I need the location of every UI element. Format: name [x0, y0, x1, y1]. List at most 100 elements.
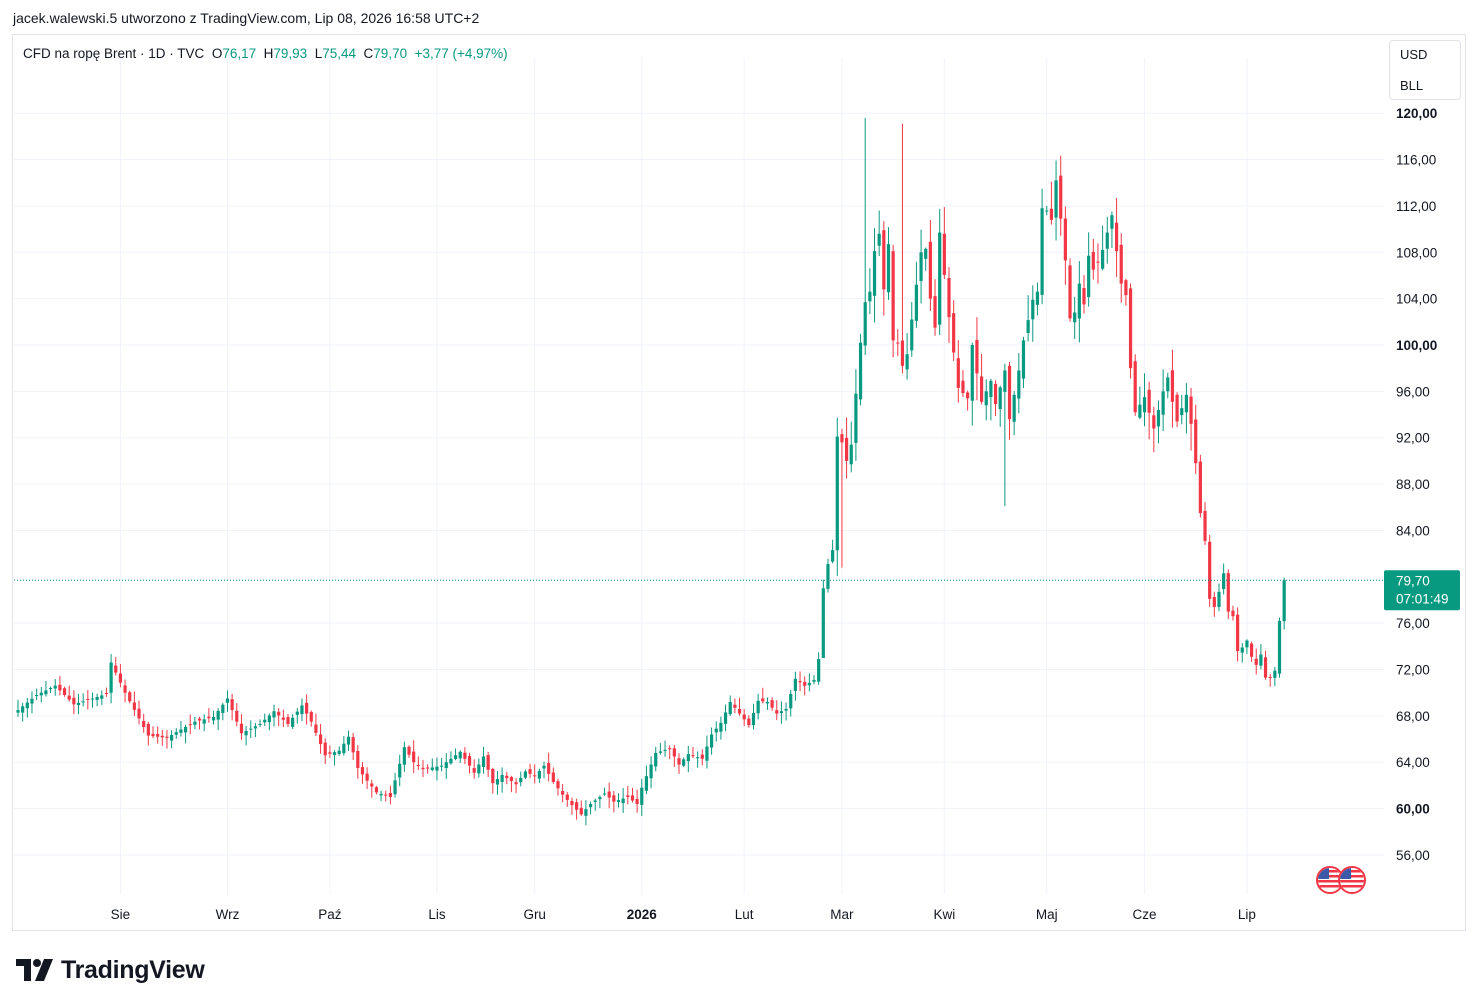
- candle-body: [86, 698, 90, 700]
- candle-body: [863, 302, 867, 346]
- candle-body: [412, 751, 416, 763]
- candle-body: [565, 794, 569, 800]
- candle-body: [309, 712, 313, 722]
- candle-body: [1045, 210, 1049, 212]
- candle-body: [919, 252, 923, 281]
- candle-body: [1249, 643, 1254, 657]
- candle-body: [616, 800, 621, 802]
- x-axis-tick-label: Lis: [428, 907, 446, 922]
- candle-body: [281, 717, 285, 720]
- candle-body: [961, 380, 965, 394]
- candle-body: [1166, 377, 1170, 392]
- candle-body: [62, 688, 67, 696]
- candle-body: [677, 758, 681, 765]
- candle-body: [132, 702, 136, 710]
- candle-body: [1184, 394, 1189, 413]
- candle-body: [179, 729, 183, 733]
- candle-body: [95, 696, 99, 700]
- candle-body: [570, 800, 574, 806]
- change-value: +3,77 (+4,97%): [414, 46, 508, 61]
- candle-body: [849, 444, 853, 465]
- candle-body: [630, 795, 635, 801]
- candle-body: [812, 679, 816, 682]
- candle-body: [305, 702, 309, 714]
- candle-body: [742, 714, 746, 720]
- candle-body: [500, 774, 504, 782]
- candle-body: [803, 681, 807, 686]
- candle-body: [942, 233, 946, 275]
- x-axis-tick-label: Gru: [523, 907, 546, 922]
- candle-body: [1054, 180, 1058, 218]
- candle-body: [444, 762, 448, 769]
- symbol-name[interactable]: CFD na ropę Brent · 1D · TVC: [23, 46, 205, 61]
- y-axis-tick-label: 120,00: [1396, 106, 1437, 121]
- candle-body: [1119, 244, 1123, 284]
- candle-body: [784, 708, 788, 711]
- candle-body: [821, 588, 825, 658]
- candle-body: [211, 717, 216, 721]
- candle-body: [1236, 614, 1240, 651]
- candle-body: [644, 776, 649, 791]
- candle-body: [989, 380, 993, 398]
- candle-body: [44, 690, 48, 695]
- candle-body: [970, 345, 974, 401]
- candle-body: [230, 699, 234, 711]
- candle-body: [621, 798, 625, 804]
- candle-body: [1156, 409, 1161, 427]
- candle-body: [737, 708, 742, 714]
- candle-body: [463, 752, 467, 759]
- candle-body: [658, 751, 662, 753]
- candle-body: [323, 742, 327, 756]
- candle-body: [514, 782, 518, 785]
- currency-label[interactable]: USD: [1400, 47, 1428, 62]
- candle-body: [346, 736, 351, 745]
- candle-body: [1073, 312, 1077, 323]
- candle-body: [952, 313, 956, 353]
- bar-countdown: 07:01:49: [1396, 591, 1449, 606]
- candle-body: [114, 665, 118, 673]
- candle-body: [1110, 215, 1114, 229]
- candle-body: [900, 340, 905, 366]
- candle-body: [1277, 620, 1282, 674]
- close-label: C: [363, 46, 374, 61]
- candle-body: [835, 436, 839, 551]
- candle-body: [1189, 396, 1193, 424]
- candle-body: [477, 764, 481, 774]
- candle-body: [197, 718, 202, 721]
- candle-body: [831, 550, 835, 562]
- currency-unit-selector[interactable]: USD BLL: [1389, 40, 1461, 100]
- candle-body: [48, 688, 53, 690]
- y-axis-tick-label: 100,00: [1396, 338, 1437, 353]
- candle-body: [844, 437, 849, 461]
- candle-body: [53, 685, 57, 689]
- candle-body: [793, 678, 797, 691]
- candle-body: [407, 746, 411, 755]
- candle-body: [1212, 597, 1216, 607]
- candle-body: [1273, 670, 1277, 678]
- candle-body: [1007, 365, 1012, 420]
- y-axis-tick-label: 92,00: [1396, 431, 1430, 446]
- candle-body: [505, 775, 509, 779]
- us-flag-icon[interactable]: [1338, 866, 1366, 894]
- candle-body: [58, 684, 62, 691]
- candle-body: [1068, 265, 1072, 319]
- candle-body: [123, 685, 127, 693]
- candle-body: [393, 780, 397, 795]
- symbol-legend: CFD na ropę Brent · 1D · TVC O76,17 H79,…: [23, 46, 508, 61]
- candle-body: [332, 752, 337, 755]
- candle-body: [728, 701, 732, 715]
- tradingview-brand[interactable]: TradingView: [16, 955, 205, 985]
- candle-body: [1082, 288, 1086, 305]
- y-axis-tick-label: 60,00: [1396, 802, 1430, 817]
- candle-body: [235, 710, 239, 722]
- candle-body: [765, 701, 770, 704]
- unit-label[interactable]: BLL: [1400, 78, 1424, 93]
- candle-body: [165, 736, 169, 738]
- candle-body: [295, 711, 299, 715]
- candle-body: [1222, 573, 1226, 590]
- candle-body: [663, 749, 667, 751]
- candle-body: [76, 702, 81, 706]
- candle-body: [509, 777, 514, 782]
- candle-body: [905, 354, 909, 370]
